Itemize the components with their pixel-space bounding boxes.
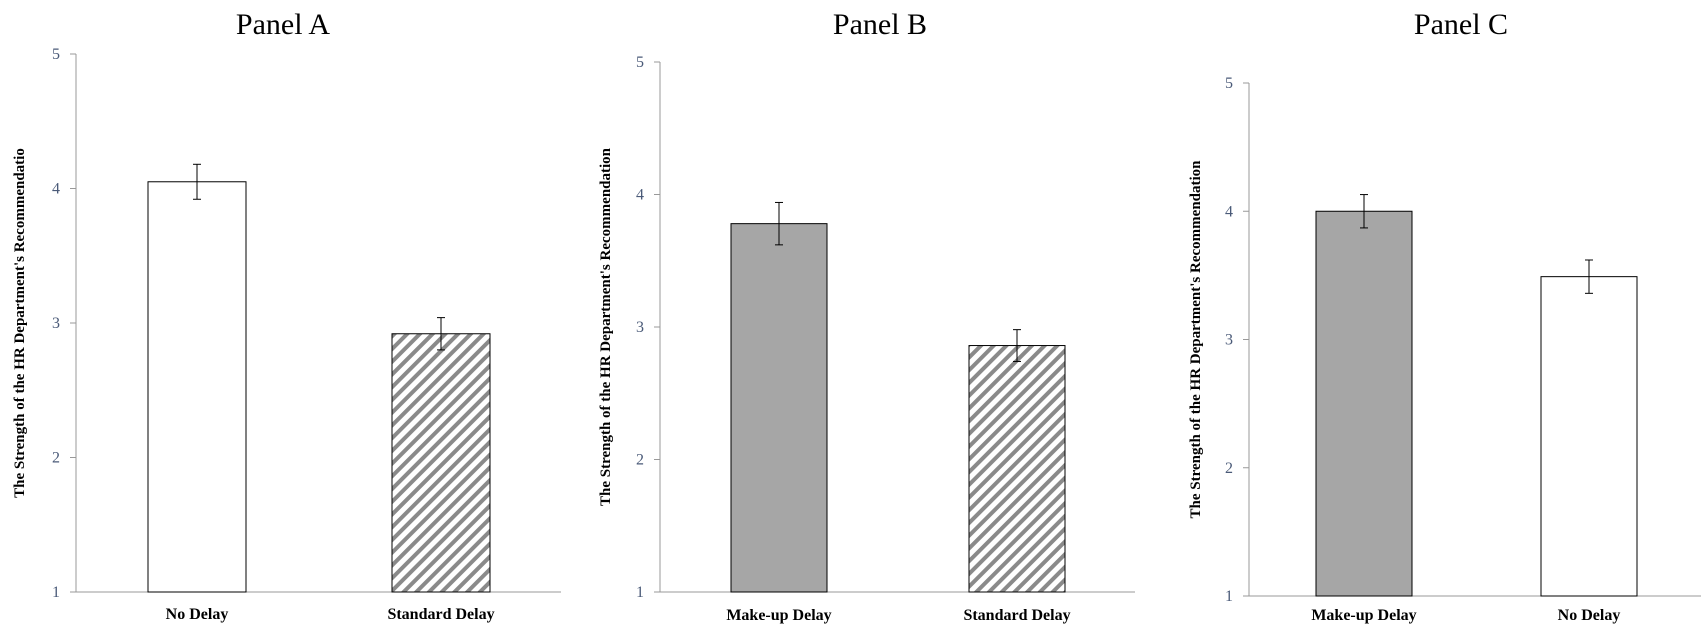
y-tick-label: 3 [636,319,644,336]
y-tick-label: 1 [52,584,60,601]
y-tick-label: 2 [1225,460,1233,477]
bar [147,181,247,593]
y-tick-label: 2 [52,450,60,467]
chart-panel-1: Panel A 1 2 3 4 5 The Strength of the HR Depar… [12,8,561,623]
error-bar [193,163,201,200]
x-category-label: Standard Delay [963,607,1070,624]
y-tick-label: 2 [636,452,644,469]
chart-panel-3: Panel C 1 2 3 4 5 The Strength of the HR Depar… [1188,8,1701,624]
error-bar [1013,329,1021,362]
x-category-label: Standard Delay [387,606,494,623]
bar [730,223,828,593]
bar [1540,276,1638,597]
panel-title: Panel B [833,8,927,41]
y-tick-label: 5 [1225,75,1233,92]
x-category-label: No Delay [166,606,229,623]
y-tick-label: 5 [636,54,644,71]
y-tick-label: 4 [636,187,644,204]
bar [968,345,1066,593]
panel-title: Panel C [1414,8,1508,41]
y-tick-label: 4 [1225,203,1233,220]
y-axis-title: The Strength of the HR Department's Reco… [598,147,614,506]
x-category-label: Make-up Delay [1311,607,1416,624]
chart-panel-2: Panel B 1 2 3 4 5 The Strength of the HR Depar… [598,8,1135,624]
x-category-label: Make-up Delay [726,607,831,624]
y-tick-label: 1 [1225,588,1233,605]
error-bar [437,317,445,351]
error-bar [1585,259,1593,294]
y-tick-label: 5 [52,46,60,63]
y-tick-label: 4 [52,181,60,198]
x-category-label: No Delay [1558,607,1621,624]
y-tick-label: 3 [1225,332,1233,349]
error-bar [1360,194,1368,229]
bar [1315,210,1413,597]
bar [391,333,491,593]
y-tick-label: 3 [52,315,60,332]
error-bar [775,201,783,246]
y-axis-title: The Strength of the HR Department's Reco… [1188,160,1204,519]
y-tick-label: 1 [636,584,644,601]
panel-title: Panel A [236,8,330,41]
y-axis-title: The Strength of the HR Department's Reco… [12,148,28,498]
